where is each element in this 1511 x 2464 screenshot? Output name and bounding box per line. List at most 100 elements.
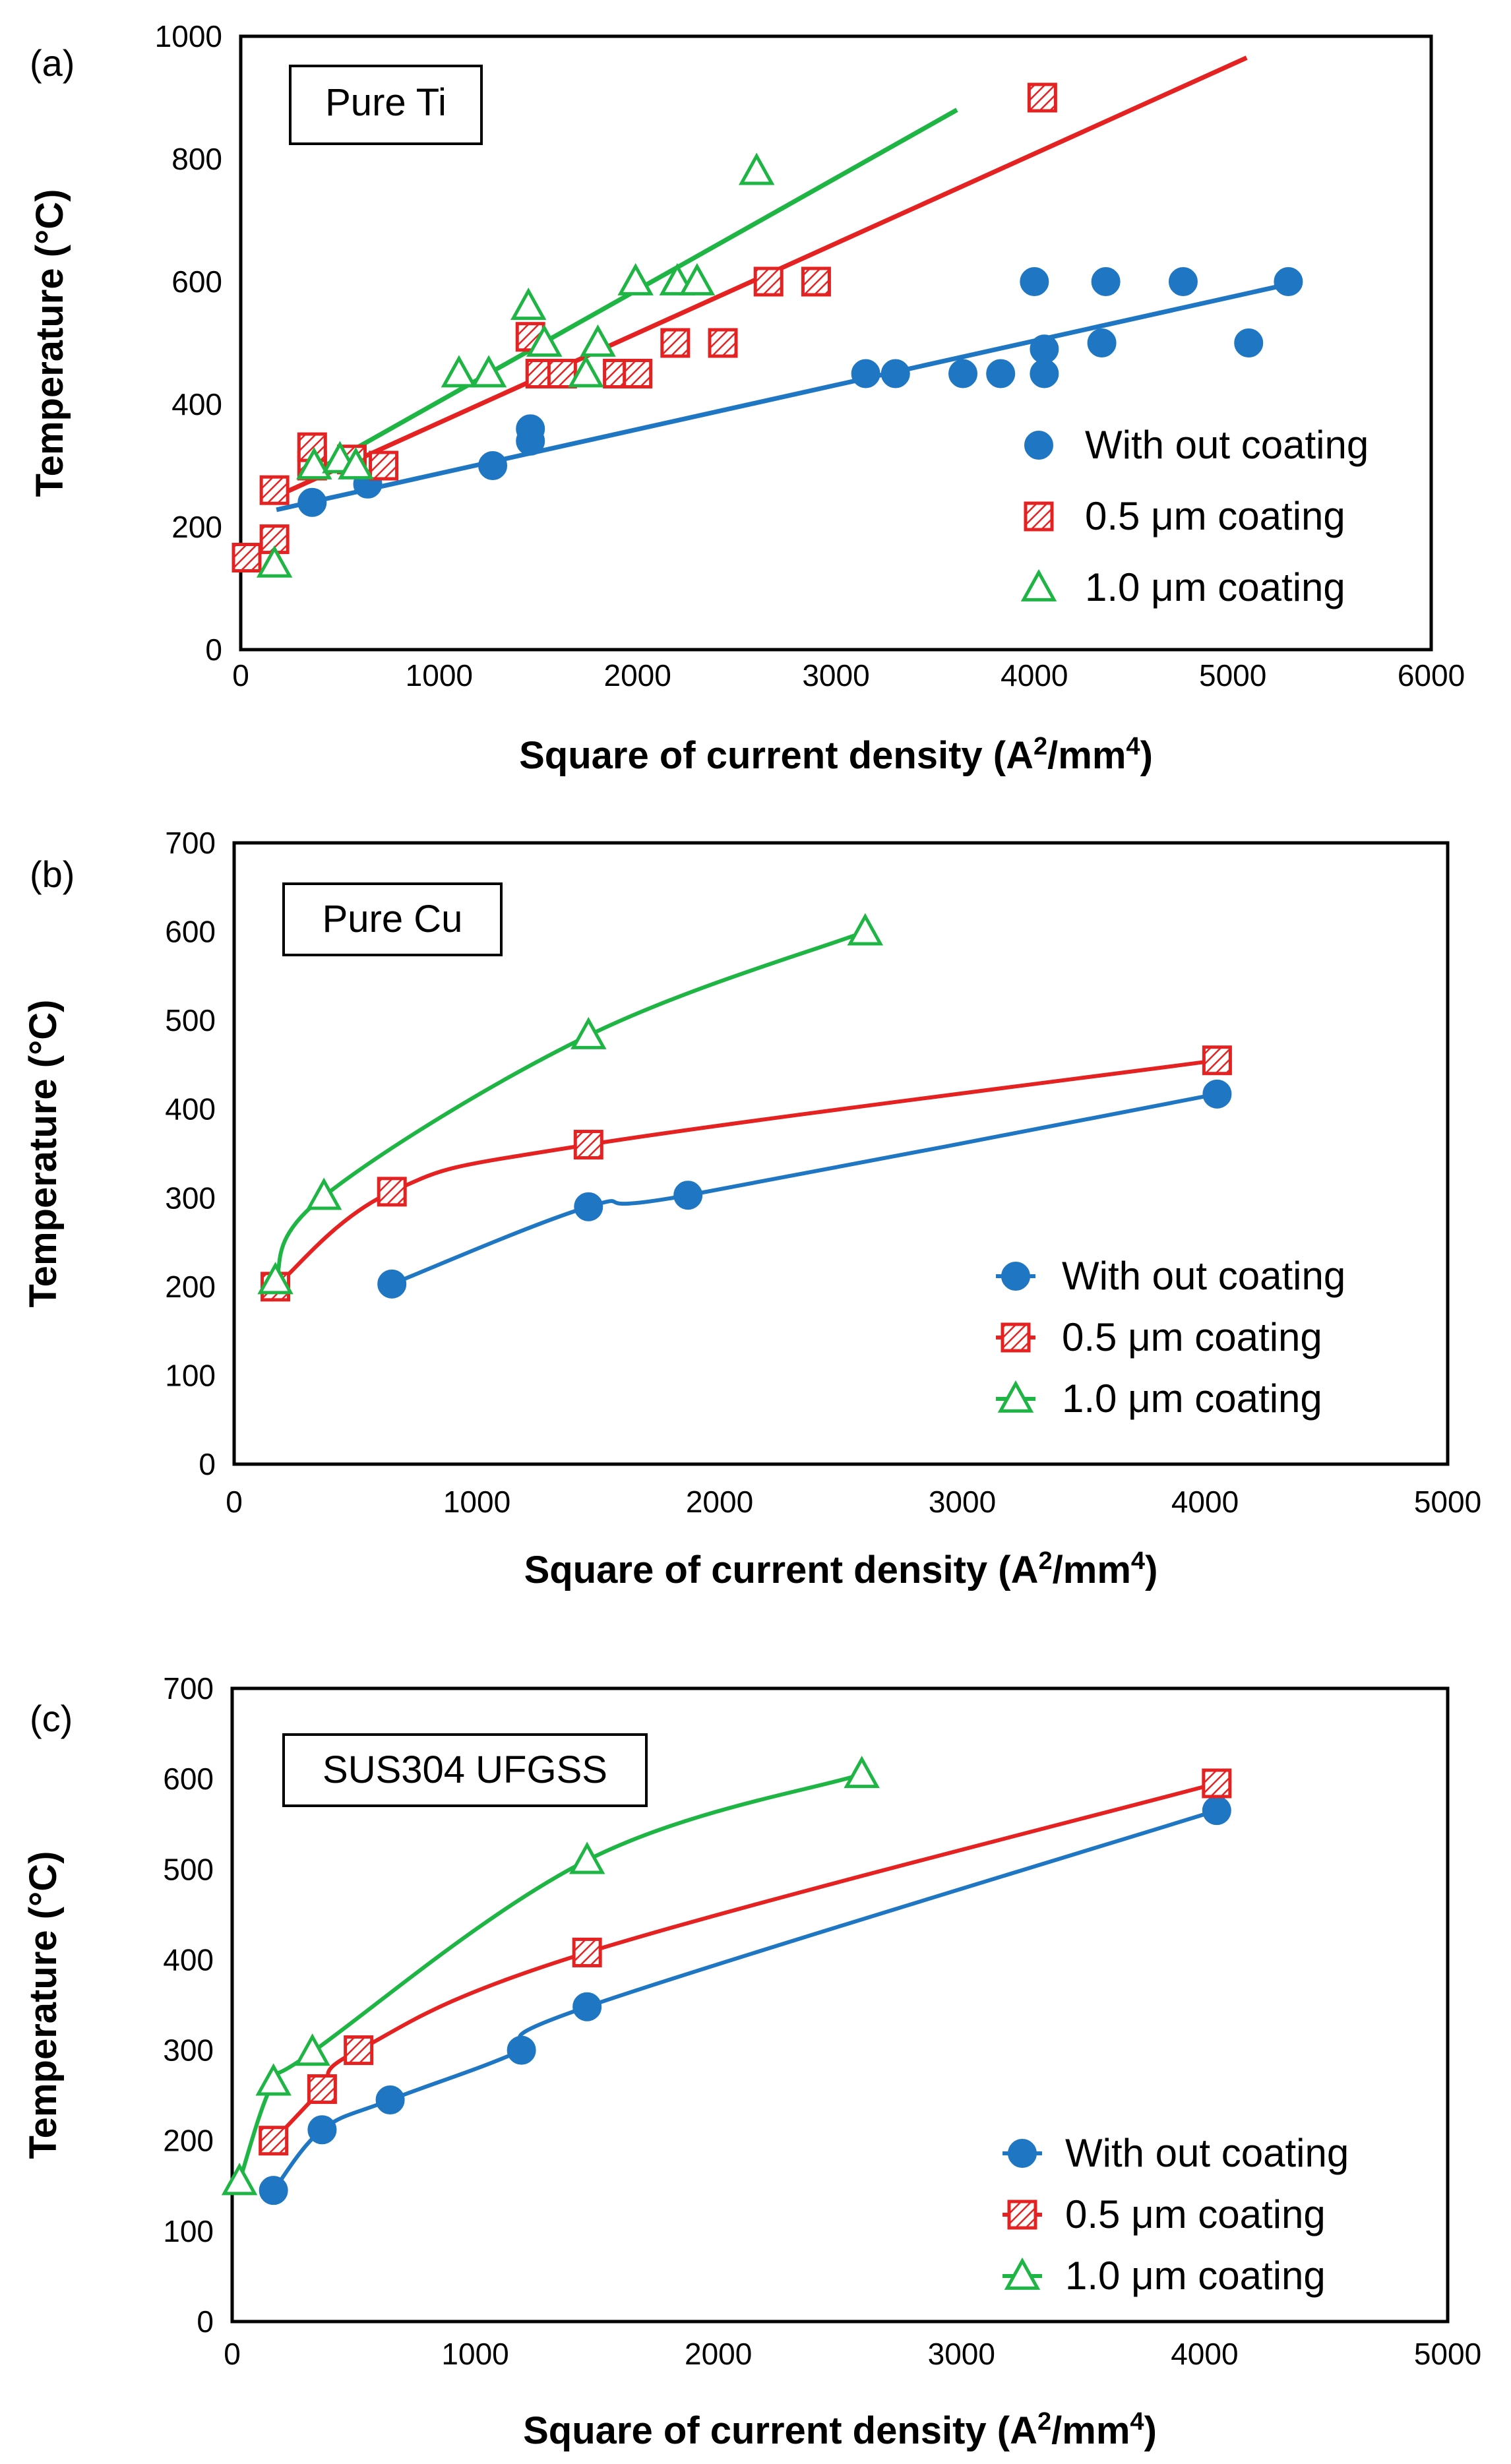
x-tick-label: 4000	[1001, 658, 1068, 693]
legend: With out coating 0.5 μm coating 1.0 μm coa…	[1002, 2131, 1349, 2298]
x-tick-label: 2000	[686, 1485, 753, 1519]
y-tick-label: 100	[163, 2214, 214, 2248]
data-point	[344, 2035, 374, 2066]
data-point	[257, 1262, 293, 1295]
data-point	[948, 359, 978, 388]
data-point	[568, 355, 604, 388]
data-point	[880, 359, 910, 388]
legend-label: 0.5 μm coating	[1062, 1315, 1322, 1359]
data-point	[580, 324, 616, 357]
y-axis-label: Temperature (°C)	[22, 1851, 65, 2159]
data-point	[801, 266, 831, 297]
data-point	[259, 2126, 289, 2156]
y-tick-label: 200	[165, 1270, 216, 1304]
legend-label: With out coating	[1065, 2131, 1349, 2175]
x-tick-label: 5000	[1414, 1485, 1481, 1519]
legend-label: 1.0 μm coating	[1085, 565, 1345, 609]
data-point	[221, 2163, 258, 2196]
legend-marker	[1008, 2139, 1037, 2168]
data-point	[294, 2033, 330, 2066]
plot-frame	[230, 1686, 1450, 2324]
panel-label: (b)	[30, 853, 75, 895]
data-point	[516, 414, 545, 444]
data-point	[660, 328, 691, 358]
x-axis-label-part: )	[1144, 2409, 1157, 2452]
data-point	[572, 1992, 602, 2021]
x-tick-label: 5000	[1199, 658, 1266, 693]
data-point	[470, 355, 507, 388]
y-tick-label: 600	[163, 1762, 214, 1796]
chart-title: Pure Ti	[325, 81, 447, 124]
y-tick-label: 400	[171, 387, 222, 421]
y-axis-label: Temperature (°C)	[28, 189, 71, 497]
data-point	[526, 324, 563, 357]
data-point	[1202, 1079, 1232, 1109]
series-triangle	[273, 929, 866, 1281]
data-point	[231, 543, 262, 572]
chart-title-box	[282, 1733, 648, 1807]
y-tick-label: 800	[171, 142, 222, 176]
data-point	[478, 451, 508, 480]
data-point	[1020, 267, 1049, 296]
x-axis-label-part: )	[1140, 734, 1153, 777]
y-tick-label: 300	[163, 2033, 214, 2068]
plot-frame	[239, 34, 1433, 652]
series-square-hatched	[272, 1781, 1218, 2142]
chart-title: SUS304 UFGSS	[323, 1748, 607, 1791]
data-point	[510, 288, 547, 321]
y-tick-label: 700	[163, 1671, 214, 1706]
y-tick-label: 200	[171, 510, 222, 544]
legend-marker	[997, 1380, 1034, 1413]
x-tick-label: 6000	[1398, 658, 1465, 693]
data-point	[617, 262, 654, 295]
x-tick-label: 4000	[1171, 1485, 1239, 1519]
trend-line	[276, 282, 1287, 512]
x-axis-label-part: Square of current density (A	[519, 734, 1033, 777]
data-point	[1234, 328, 1264, 357]
data-point	[377, 1177, 407, 1207]
legend-marker	[1004, 2257, 1041, 2290]
data-point	[441, 355, 478, 388]
data-point	[844, 1756, 880, 1789]
x-axis-label-part: /mm	[1047, 734, 1126, 777]
legend-marker	[1024, 501, 1054, 532]
series-line	[272, 1781, 1218, 2142]
data-point	[1274, 267, 1303, 296]
data-point	[259, 2176, 288, 2205]
x-axis-label: Square of current density (A2/mm4)	[524, 1547, 1158, 1591]
legend-label: 0.5 μm coating	[1085, 494, 1345, 538]
data-point	[1027, 82, 1057, 113]
data-point	[1202, 1768, 1232, 1799]
data-point	[255, 2063, 292, 2096]
x-axis-label: Square of current density (A2/mm4)	[519, 733, 1153, 777]
data-point	[297, 487, 327, 517]
data-point	[256, 545, 293, 578]
legend-label: 1.0 μm coating	[1062, 1376, 1322, 1421]
data-point	[1087, 328, 1117, 357]
data-point	[375, 2085, 405, 2114]
y-tick-label: 600	[165, 915, 216, 949]
series-markers	[259, 1796, 1231, 2205]
x-axis-label-part: )	[1145, 1549, 1157, 1591]
y-tick-label: 200	[163, 2124, 214, 2158]
x-tick-label: 1000	[443, 1485, 510, 1519]
x-tick-label: 3000	[802, 658, 869, 693]
data-point	[572, 1937, 602, 1967]
chart-title-box	[282, 882, 503, 956]
series-markers	[221, 1756, 880, 2196]
y-tick-label: 0	[205, 632, 222, 667]
data-point	[1202, 1796, 1231, 1826]
data-point	[573, 1130, 603, 1160]
legend: With out coating 0.5 μm coating 1.0 μm coa…	[1020, 423, 1369, 609]
chart-title: Pure Cu	[323, 898, 463, 940]
data-point	[1091, 267, 1121, 296]
x-tick-label: 0	[224, 2337, 241, 2371]
x-axis-label-part: Square of current density (A	[523, 2409, 1037, 2452]
y-tick-label: 1000	[155, 19, 222, 53]
series-line	[273, 929, 866, 1281]
y-tick-label: 100	[165, 1358, 216, 1392]
data-point	[851, 359, 880, 388]
data-point	[296, 447, 332, 479]
x-tick-label: 4000	[1171, 2337, 1238, 2371]
